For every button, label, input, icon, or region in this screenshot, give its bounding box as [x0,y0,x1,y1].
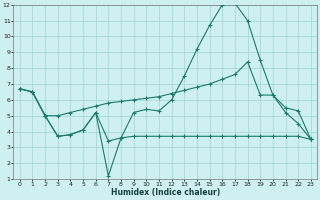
X-axis label: Humidex (Indice chaleur): Humidex (Indice chaleur) [111,188,220,197]
